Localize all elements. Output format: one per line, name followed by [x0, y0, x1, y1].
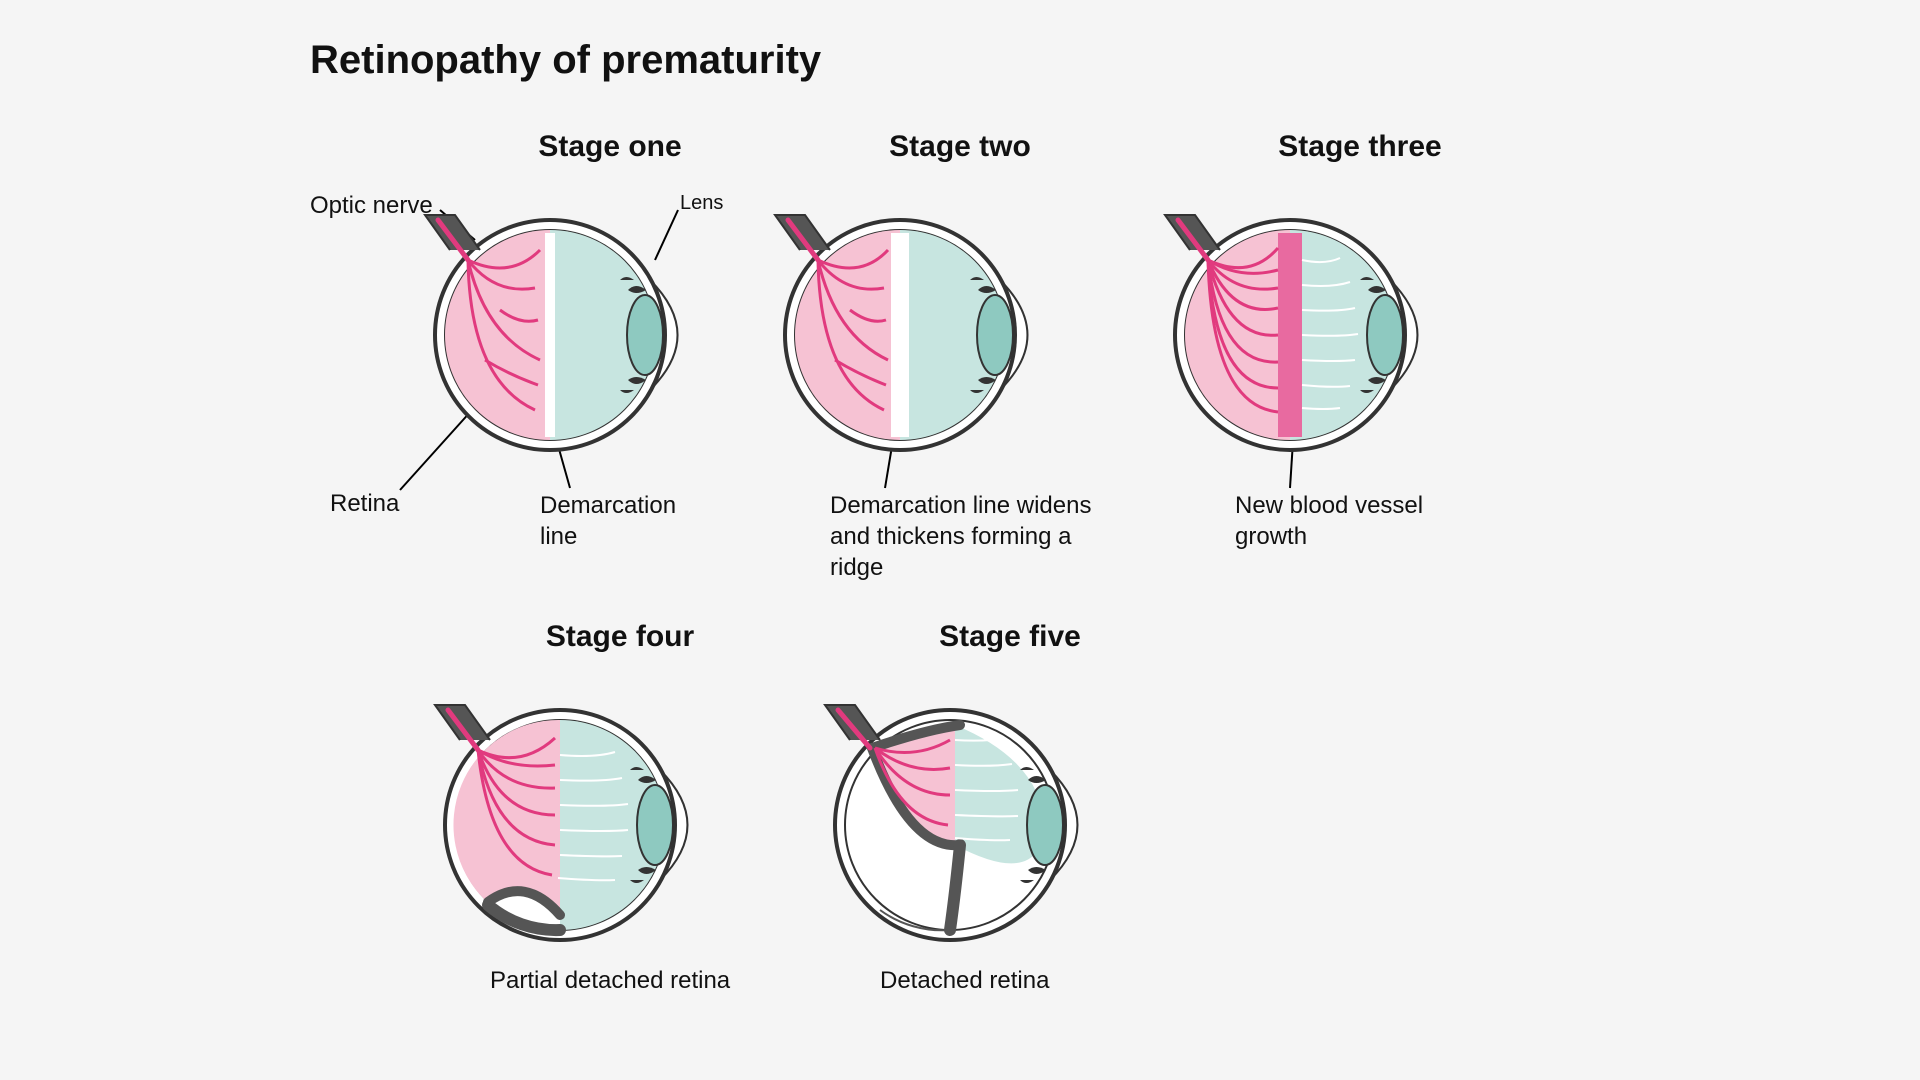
stage-five-eye — [820, 620, 1200, 1040]
stage-one-eye — [310, 130, 750, 550]
infographic-root: Retinopathy of prematurity Stage one Opt… — [0, 0, 1920, 1080]
stage-four-eye — [430, 620, 810, 1040]
stage-three-eye — [1160, 130, 1540, 590]
stage-two-eye — [770, 130, 1150, 610]
main-title: Retinopathy of prematurity — [310, 38, 821, 83]
